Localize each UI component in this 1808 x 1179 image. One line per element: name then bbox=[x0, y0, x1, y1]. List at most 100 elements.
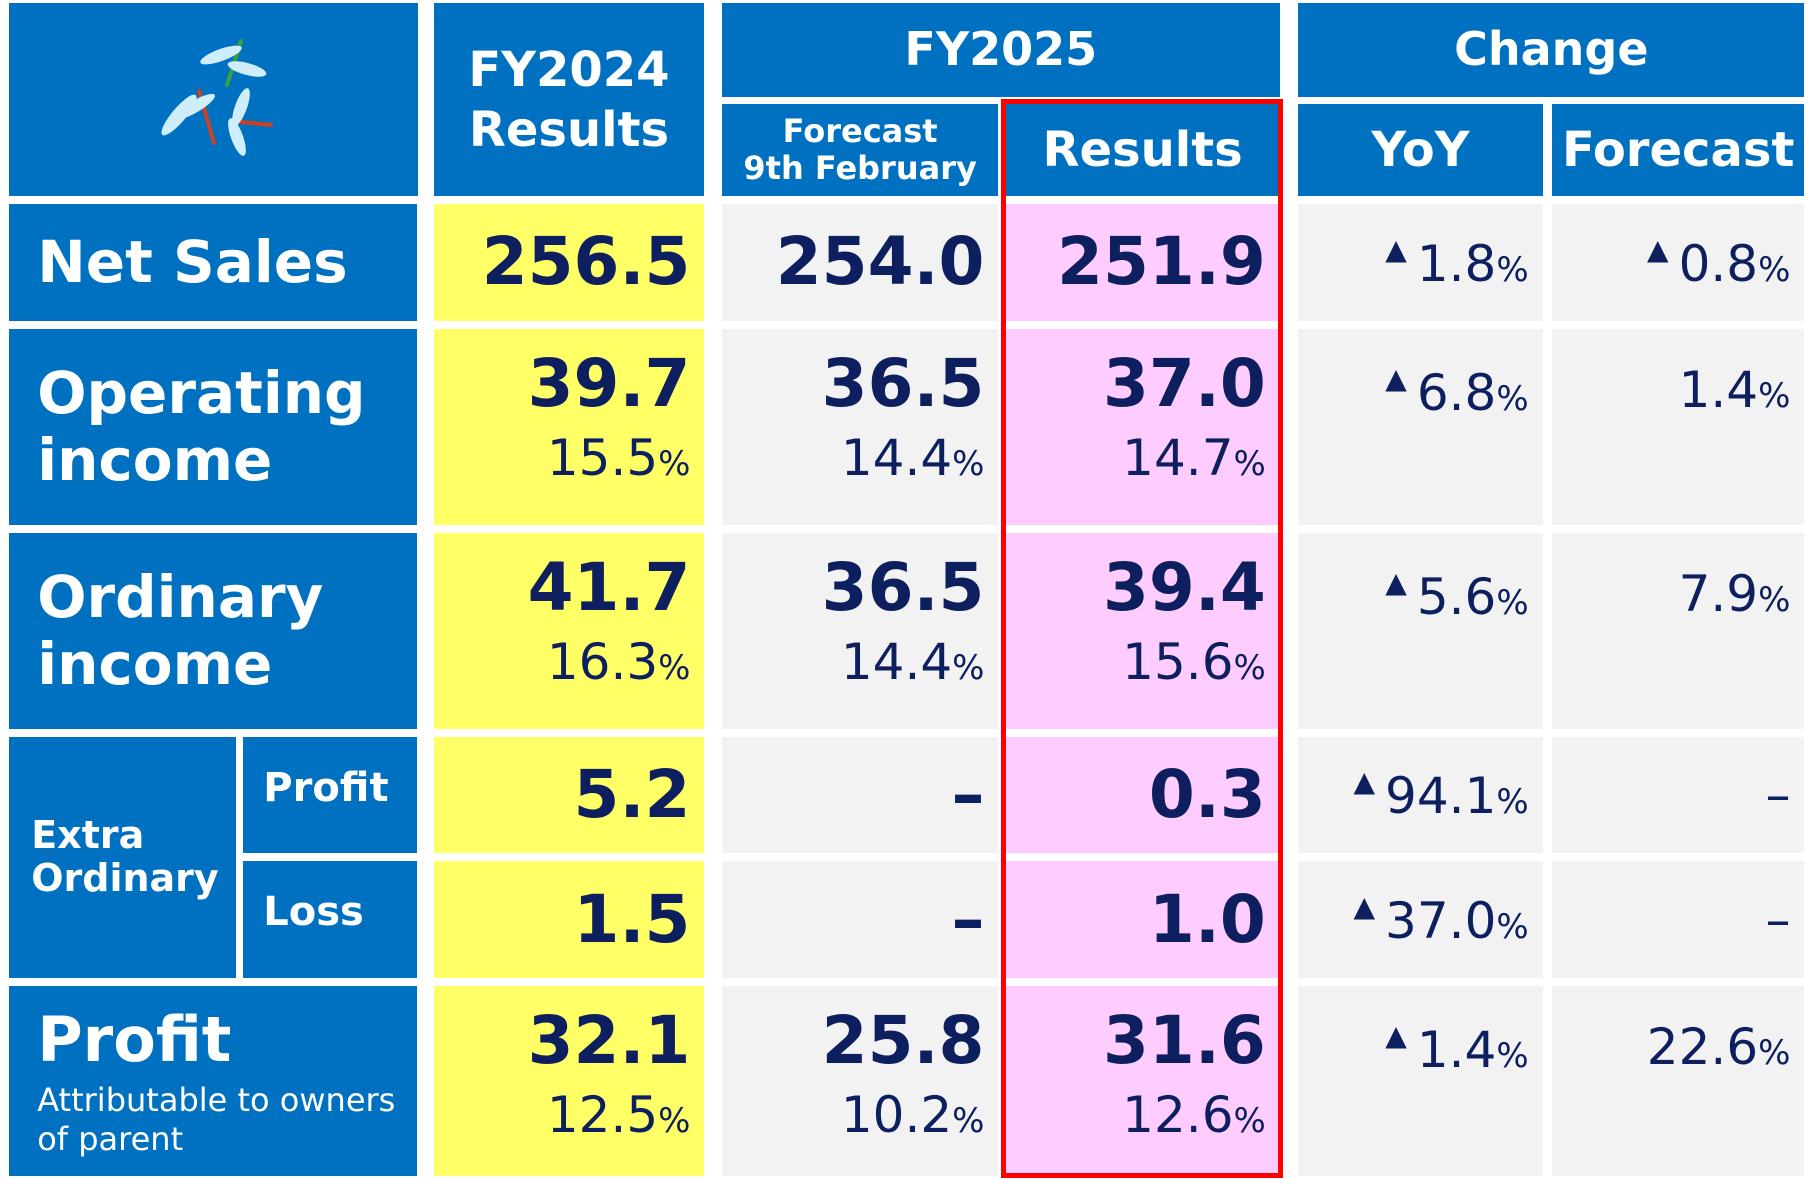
value-line: 22.6% bbox=[1647, 1022, 1791, 1072]
unit-text: % bbox=[1758, 376, 1790, 416]
unit-text: % bbox=[1496, 782, 1528, 822]
value-text: 94.1 bbox=[1385, 767, 1496, 825]
value-cell: 25.8 10.2% bbox=[722, 986, 999, 1176]
unit-text: % bbox=[658, 1101, 690, 1141]
row-label: Net Sales bbox=[9, 204, 417, 320]
header-text: FY2025 bbox=[904, 21, 1097, 79]
value-cell: ▲1.4% bbox=[1298, 986, 1542, 1176]
unit-text: % bbox=[1758, 580, 1790, 620]
value-text: 1.5 bbox=[574, 881, 691, 958]
value-text: 22.6 bbox=[1647, 1018, 1758, 1076]
unit-text: % bbox=[952, 648, 984, 688]
value-line: ▲6.8% bbox=[1385, 365, 1528, 418]
value-text: 36.5 bbox=[822, 549, 985, 626]
value-cell: 7.9% bbox=[1552, 533, 1805, 729]
value-line: ▲5.6% bbox=[1385, 569, 1528, 622]
value-line: ▲94.1% bbox=[1354, 768, 1529, 821]
margin-text: 14.4 bbox=[841, 633, 952, 691]
value-cell: – bbox=[722, 861, 999, 977]
unit-text: % bbox=[1496, 583, 1528, 623]
value-line: 39.7 bbox=[528, 351, 691, 417]
margin-text: 10.2 bbox=[841, 1086, 952, 1144]
change-mark: ▲ bbox=[1354, 890, 1376, 923]
margin-line: 14.4% bbox=[841, 637, 985, 687]
value-text: 254.0 bbox=[776, 223, 985, 300]
change-mark: ▲ bbox=[1385, 566, 1407, 599]
results-table: FY2024ResultsFY2025Forecast9th FebruaryR… bbox=[0, 0, 1808, 1179]
value-text: 37.0 bbox=[1385, 892, 1496, 950]
logo-cell bbox=[9, 3, 418, 196]
value-line: 41.7 bbox=[528, 555, 691, 621]
row-label: Ordinary income bbox=[9, 533, 417, 729]
value-cell: 36.5 14.4% bbox=[722, 533, 999, 729]
header-text: Change bbox=[1454, 21, 1648, 79]
margin-line: 14.4% bbox=[841, 433, 985, 483]
value-text: 1.8 bbox=[1417, 235, 1497, 293]
label-text: Profit bbox=[263, 765, 417, 811]
value-line: 256.5 bbox=[482, 229, 691, 295]
header-text: 9th February bbox=[743, 149, 976, 187]
value-line: 1.5 bbox=[574, 887, 691, 953]
value-line: 5.2 bbox=[574, 762, 691, 828]
value-text: 41.7 bbox=[528, 549, 691, 626]
unit-text: % bbox=[1758, 250, 1790, 290]
label-text: Ordinary income bbox=[37, 564, 417, 697]
unit-text: % bbox=[952, 444, 984, 484]
dragonfly-icon bbox=[9, 3, 418, 196]
change-mark: ▲ bbox=[1354, 765, 1376, 798]
label-text: Extra Ordinary bbox=[31, 814, 236, 901]
unit-text: % bbox=[658, 444, 690, 484]
value-line: – bbox=[1765, 895, 1790, 945]
value-line: ▲1.8% bbox=[1385, 236, 1528, 289]
value-text: – bbox=[1765, 766, 1790, 824]
change-mark: ▲ bbox=[1647, 233, 1669, 266]
unit-text: % bbox=[1496, 250, 1528, 290]
value-cell: ▲ 1.8% bbox=[1298, 204, 1542, 320]
header-text: FY2024 bbox=[468, 42, 669, 98]
header-text: Forecast bbox=[783, 112, 938, 150]
margin-line: 15.5% bbox=[547, 433, 691, 483]
value-text: 36.5 bbox=[822, 345, 985, 422]
value-line: 25.8 bbox=[822, 1008, 985, 1074]
value-cell: ▲6.8% bbox=[1298, 329, 1542, 525]
value-line: 7.9% bbox=[1679, 569, 1791, 619]
extra-group-label: Extra Ordinary bbox=[9, 737, 236, 978]
value-text: 5.2 bbox=[574, 756, 691, 833]
value-line: ▲37.0% bbox=[1354, 893, 1529, 946]
change-mark: ▲ bbox=[1385, 362, 1407, 395]
label-note: Attributable to owners of parent bbox=[37, 1081, 417, 1158]
label-text: Profit bbox=[37, 1004, 417, 1075]
header-text: Forecast bbox=[1562, 120, 1794, 180]
value-cell: 39.7 15.5% bbox=[434, 329, 705, 525]
value-cell: 256.5 bbox=[434, 204, 705, 320]
value-cell: 254.0 bbox=[722, 204, 999, 320]
value-line: ▲0.8% bbox=[1647, 236, 1790, 289]
header-vs-forecast: Forecast bbox=[1552, 104, 1805, 196]
unit-text: % bbox=[1496, 1036, 1528, 1076]
header-fy2025: FY2025 bbox=[722, 3, 1280, 96]
value-cell: ▲5.6% bbox=[1298, 533, 1542, 729]
label-text: Loss bbox=[263, 889, 417, 935]
header-yoy: YoY bbox=[1298, 104, 1542, 196]
unit-text: % bbox=[658, 648, 690, 688]
header-line: 9th February bbox=[743, 150, 976, 187]
header-line: Results bbox=[469, 100, 669, 160]
margin-line: 10.2% bbox=[841, 1090, 985, 1140]
value-line: 254.0 bbox=[776, 229, 985, 295]
unit-text: % bbox=[1496, 907, 1528, 947]
value-cell: 5.2 bbox=[434, 737, 705, 853]
unit-text: % bbox=[952, 1101, 984, 1141]
header-text: Results bbox=[469, 102, 669, 158]
header-line: FY2024 bbox=[468, 40, 669, 100]
value-cell: ▲0.8% bbox=[1552, 204, 1805, 320]
row-label: Profit bbox=[243, 737, 417, 853]
value-text: 39.7 bbox=[528, 345, 691, 422]
value-line: ▲1.4% bbox=[1385, 1022, 1528, 1075]
value-cell: 1.5 bbox=[434, 861, 705, 977]
value-text: 1.4 bbox=[1417, 1021, 1497, 1079]
change-mark: ▲ bbox=[1385, 233, 1407, 266]
